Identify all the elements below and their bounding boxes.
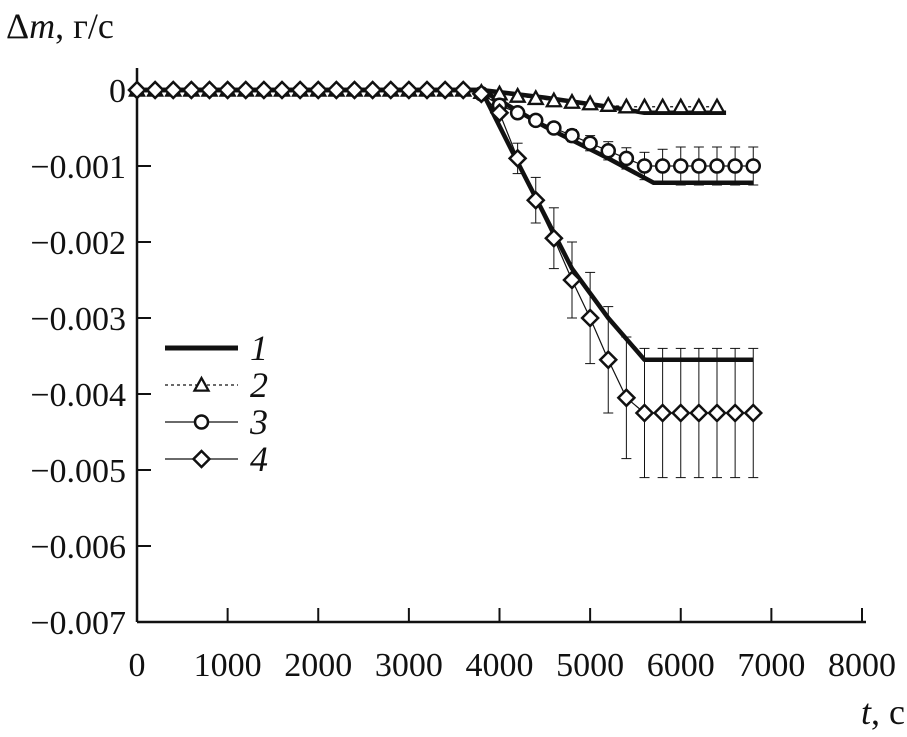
series-4-point: [525, 190, 546, 210]
series-4-point: [471, 84, 492, 104]
series-4-point: [652, 403, 673, 423]
series-2-point: [635, 97, 654, 114]
series-4-point: [725, 403, 745, 423]
y-tick-label: −0.004: [30, 377, 126, 414]
tick-labels: 0 1000 2000 3000 4000 5000 6000 7000 8000 0 −0.001…: [30, 73, 896, 684]
series-3-point: [673, 158, 689, 174]
x-tick-label: 2000: [284, 647, 352, 684]
y-axis-label: Δm, г/с: [6, 6, 114, 46]
series-2-point: [708, 97, 726, 114]
series-4-point: [453, 80, 474, 100]
y-tick-label: −0.001: [30, 149, 126, 186]
x-axis-label: t, с: [861, 692, 905, 732]
series-4-point: [670, 403, 691, 423]
x-tick-label: 1000: [194, 647, 262, 684]
y-tick-label: −0.006: [30, 529, 126, 566]
series-3-point: [636, 158, 653, 174]
x-tick-label: 4000: [466, 647, 534, 684]
data-markers: [127, 80, 764, 423]
series-4-point: [181, 80, 202, 100]
series-2-point: [653, 97, 672, 114]
series-3-point: [600, 143, 616, 159]
series-3-point: [727, 158, 743, 174]
series-4-point: [417, 80, 437, 100]
series-4-point: [272, 80, 292, 100]
axes: [135, 68, 866, 624]
series-3-point: [691, 158, 707, 174]
series-4-point: [344, 80, 365, 100]
x-tick-label: 5000: [556, 647, 624, 684]
y-tick-label: −0.003: [30, 301, 126, 338]
series-4-point: [634, 403, 655, 423]
series-4-point: [435, 80, 455, 100]
series-4-line: [137, 89, 754, 414]
series-4-point: [290, 80, 310, 100]
series-3-point: [745, 158, 761, 174]
series-4-point: [580, 308, 600, 328]
series-4-point: [235, 80, 256, 100]
series-4-point: [326, 80, 347, 100]
x-tick-label: 8000: [828, 647, 896, 684]
legend-label-3: 3: [249, 402, 268, 442]
series-2-point: [544, 91, 563, 108]
series-4-point: [199, 80, 220, 100]
series-4-point: [399, 80, 419, 100]
series-4-point: [217, 80, 238, 100]
series-2-point: [617, 97, 636, 114]
series-4-point: [507, 148, 528, 169]
y-tick-label: 0: [109, 73, 126, 110]
series-4-point: [707, 403, 727, 423]
legend-marker-3: [193, 414, 210, 430]
series-4-point: [145, 80, 165, 100]
series-3-point: [564, 127, 580, 144]
series-4-point: [616, 388, 637, 408]
legend-label-2: 2: [250, 365, 268, 405]
series-4-point: [544, 228, 564, 248]
x-tick-label: 6000: [647, 647, 715, 684]
series-3-point: [546, 120, 562, 136]
series-4-point: [743, 403, 764, 423]
series-4-point: [489, 103, 510, 123]
series-4-point: [562, 270, 582, 290]
series-4-point: [598, 350, 619, 370]
series-4-point: [362, 80, 383, 100]
series-4-point: [308, 80, 329, 100]
series-3-point: [509, 105, 526, 121]
series-3-line: [481, 93, 754, 167]
legend-marker-2: [192, 375, 211, 392]
series-4-point: [689, 403, 709, 423]
series-2-point: [563, 92, 581, 109]
x-tick-label: 7000: [737, 647, 805, 684]
series-2-point: [689, 97, 708, 114]
model-lines: [137, 87, 754, 414]
legend-label-1: 1: [250, 328, 268, 368]
series-4-point: [127, 80, 147, 100]
x-tick-label: 0: [129, 647, 146, 684]
series-3-point: [528, 112, 544, 129]
model-line-1: [137, 87, 754, 363]
series-4-point: [380, 80, 401, 100]
series-4-point: [254, 80, 274, 100]
legend-label-4: 4: [250, 439, 268, 479]
series-4-point: [163, 80, 184, 100]
series-2-point: [526, 88, 545, 106]
legend-marker-4: [191, 449, 212, 469]
series-2-point: [581, 94, 600, 111]
y-tick-label: −0.002: [30, 225, 126, 262]
y-tick-label: −0.005: [30, 453, 126, 490]
x-tick-label: 3000: [375, 647, 443, 684]
series-2-point: [599, 95, 618, 112]
y-tick-label: −0.007: [30, 605, 126, 642]
series-2-point: [508, 86, 527, 103]
series-3-point: [618, 150, 635, 167]
series-3-point: [654, 158, 671, 174]
series-2-point: [671, 97, 690, 114]
series-3-point: [582, 135, 598, 151]
series-3-point: [709, 158, 725, 174]
